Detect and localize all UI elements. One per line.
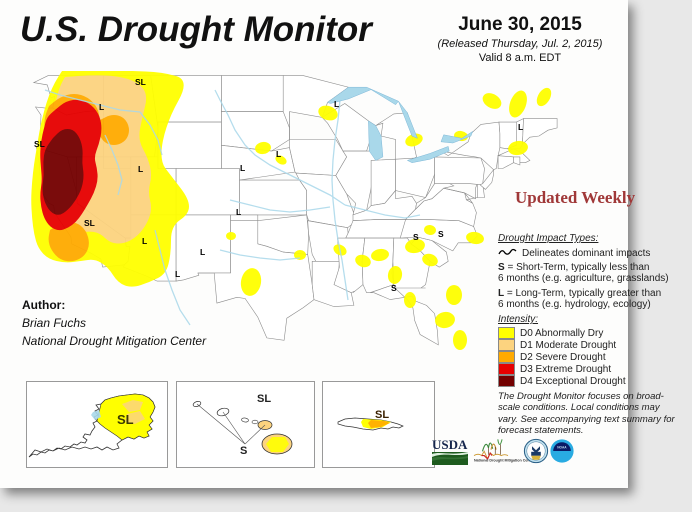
svg-text:L: L <box>334 99 339 109</box>
svg-text:SL: SL <box>257 393 271 405</box>
svg-text:NOAA: NOAA <box>557 446 567 450</box>
svg-text:SL: SL <box>135 77 146 87</box>
svg-text:S: S <box>240 445 247 457</box>
svg-text:L: L <box>142 236 147 246</box>
svg-text:National Drought Mitigation Ce: National Drought Mitigation Center <box>474 459 535 463</box>
svg-text:L: L <box>236 207 241 217</box>
svg-text:SL: SL <box>375 409 389 421</box>
svg-text:USDA: USDA <box>432 438 468 452</box>
svg-text:L: L <box>99 102 104 112</box>
svg-text:SL: SL <box>84 218 95 228</box>
svg-text:S: S <box>413 232 419 242</box>
svg-text:L: L <box>175 269 180 279</box>
svg-text:S: S <box>391 283 397 293</box>
svg-text:L: L <box>276 149 281 159</box>
svg-text:L: L <box>200 247 205 257</box>
svg-text:S: S <box>438 229 444 239</box>
svg-text:SL: SL <box>117 412 134 427</box>
svg-text:L: L <box>138 164 143 174</box>
svg-text:L: L <box>240 163 245 173</box>
svg-text:SL: SL <box>34 139 45 149</box>
svg-text:L: L <box>518 122 523 132</box>
